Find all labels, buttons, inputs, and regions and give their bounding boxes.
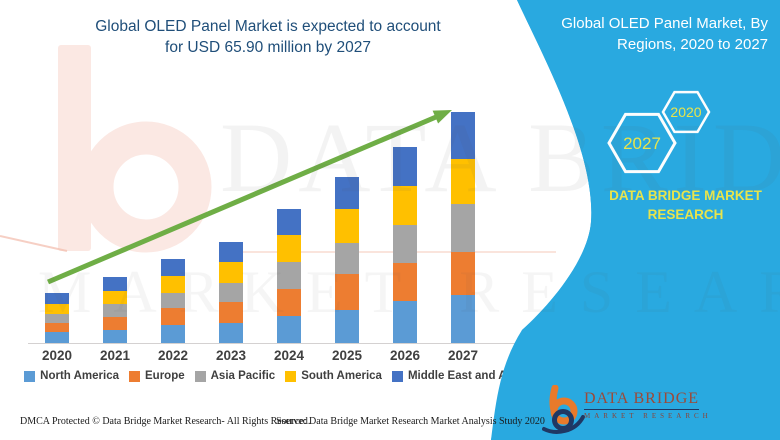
legend-swatch [285, 370, 297, 382]
bar-2027 [451, 112, 475, 343]
bar-segment [219, 323, 243, 343]
bar-segment [451, 295, 475, 343]
bar-segment [451, 252, 475, 296]
legend-swatch [24, 370, 36, 382]
x-axis-label: 2027 [447, 348, 479, 363]
bar-2023 [219, 242, 243, 343]
legend-label: North America [40, 370, 119, 382]
bar-2026 [393, 146, 417, 343]
x-axis-label: 2025 [331, 348, 363, 363]
bar-segment [103, 291, 127, 305]
page-title-line2: for USD 65.90 million by 2027 [165, 39, 371, 56]
bar-segment [161, 292, 185, 309]
company-logo-subtitle: MARKET RESEARCH [584, 412, 712, 420]
x-axis-label: 2024 [273, 348, 305, 363]
bar-segment [451, 159, 475, 205]
bar-segment [45, 292, 69, 304]
bar-segment [451, 204, 475, 253]
bar-segment [161, 275, 185, 293]
company-logo-icon [542, 385, 585, 434]
legend-item: South America [285, 370, 382, 382]
bar-2024 [277, 209, 301, 343]
legend-swatch [129, 370, 140, 382]
bar-segment [277, 262, 301, 290]
bar-segment [219, 242, 243, 263]
bar-segment [335, 177, 359, 210]
legend-swatch [194, 370, 206, 382]
hexagon-2027-label: 2027 [623, 134, 661, 153]
legend-label: Europe [145, 370, 185, 382]
x-axis-label: 2020 [41, 348, 73, 363]
company-logo: DATA BRIDGE MARKET RESEARCH [542, 383, 742, 435]
bar-segment [219, 302, 243, 324]
bar-2021 [103, 277, 127, 343]
legend-item: North America [24, 370, 119, 382]
bar-segment [335, 209, 359, 244]
brand-name-line1: DATA BRIDGE MARKET [609, 188, 762, 203]
bar-segment [45, 323, 69, 333]
legend-swatch [391, 370, 403, 382]
bar-segment [393, 225, 417, 264]
x-axis-labels: 2020 2021 2022 2023 2024 2025 2026 2027 [30, 348, 525, 366]
ribbon-title-line1: Global OLED Panel Market, By [561, 15, 768, 32]
company-logo-name: DATA BRIDGE [584, 390, 700, 410]
bar-segment [161, 308, 185, 326]
bar-segment [335, 310, 359, 343]
ribbon-title-line2: Regions, 2020 to 2027 [617, 36, 768, 53]
bar-segment [161, 325, 185, 343]
bar-segment [103, 330, 127, 343]
bar-segment [277, 209, 301, 236]
bar-segment [393, 263, 417, 301]
bar-segment [161, 258, 185, 276]
bar-2020 [45, 292, 69, 343]
ribbon-title: Global OLED Panel Market, By Regions, 20… [561, 13, 768, 55]
bar-segment [393, 301, 417, 343]
bar-segment [103, 317, 127, 331]
bar-2025 [335, 177, 359, 343]
bar-segment [277, 235, 301, 263]
x-axis-label: 2026 [389, 348, 421, 363]
source-text: Source: Data Bridge Market Research Mark… [276, 416, 545, 427]
bar-segment [103, 304, 127, 318]
bar-segment [103, 277, 127, 292]
year-hexagons: 2027 2020 [607, 90, 711, 174]
legend-item: Middle East and Africa [391, 370, 531, 382]
legend-label: South America [301, 370, 382, 382]
x-axis-label: 2022 [157, 348, 189, 363]
legend-label: Middle East and Africa [407, 370, 531, 382]
brand-name: DATA BRIDGE MARKET RESEARCH [593, 186, 778, 224]
bar-segment [45, 332, 69, 343]
bar-2022 [161, 258, 185, 343]
legend-item: Asia Pacific [194, 370, 276, 382]
page-title: Global OLED Panel Market is expected to … [28, 16, 508, 58]
bar-chart: 2020 2021 2022 2023 2024 2025 2026 2027 North A… [24, 98, 531, 428]
bar-segment [335, 243, 359, 275]
bar-segment [219, 262, 243, 284]
legend-item: Europe [129, 370, 185, 382]
bar-segment [393, 146, 417, 186]
legend-label: Asia Pacific [210, 370, 276, 382]
bar-segment [451, 112, 475, 160]
legend: North America Europe Asia Pacific South Ame… [24, 370, 531, 382]
x-axis-label: 2021 [99, 348, 131, 363]
brand-name-line2: RESEARCH [647, 207, 724, 222]
copyright-text: DMCA Protected © Data Bridge Market Rese… [20, 416, 311, 427]
x-axis-label: 2023 [215, 348, 247, 363]
bar-segment [335, 274, 359, 311]
x-axis-line [28, 343, 524, 344]
plot-area [30, 98, 525, 343]
bar-segment [277, 289, 301, 317]
bar-segment [219, 283, 243, 303]
bar-segment [277, 316, 301, 343]
bar-segment [45, 303, 69, 314]
bar-segment [393, 185, 417, 226]
bar-segment [45, 313, 69, 324]
hexagon-2020-label: 2020 [670, 104, 701, 120]
page-title-line1: Global OLED Panel Market is expected to … [95, 18, 441, 35]
